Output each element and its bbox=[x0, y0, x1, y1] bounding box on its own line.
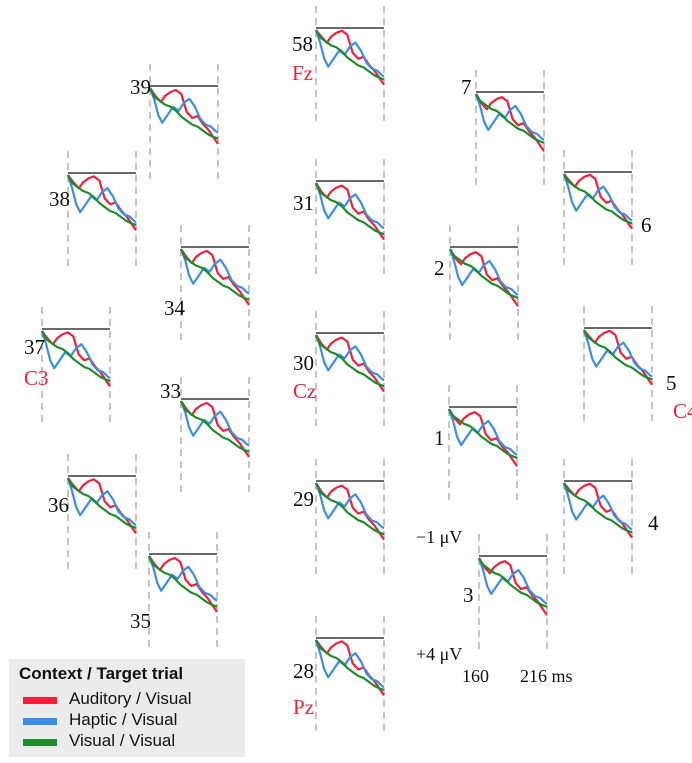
waveform-haptic-e30 bbox=[314, 334, 385, 382]
waveform-auditory-e37 bbox=[41, 330, 111, 388]
electrode-number-e30: 30 bbox=[293, 351, 314, 375]
waveform-visual-e36 bbox=[67, 477, 137, 530]
electrode-number-e3: 3 bbox=[463, 583, 474, 607]
waveform-visual-e39 bbox=[149, 87, 219, 140]
waveform-haptic-e6 bbox=[562, 173, 633, 222]
legend: Context / Target trial Auditory / Visual… bbox=[9, 659, 245, 757]
legend-label-haptic: Haptic / Visual bbox=[69, 710, 178, 729]
electrode-name-e58: Fz bbox=[292, 61, 313, 85]
electrode-number-e34: 34 bbox=[164, 296, 186, 320]
electrode-number-e37: 37 bbox=[24, 335, 45, 359]
waveform-auditory-e36 bbox=[67, 477, 137, 535]
legend-label-auditory: Auditory / Visual bbox=[69, 689, 192, 708]
waveform-visual-e1 bbox=[448, 408, 518, 459]
electrode-number-e2: 2 bbox=[434, 256, 445, 280]
waveform-visual-e58 bbox=[315, 29, 385, 81]
waveform-visual-e37 bbox=[41, 330, 111, 383]
waveform-haptic-e3 bbox=[477, 557, 548, 605]
waveform-haptic-e28 bbox=[314, 639, 385, 689]
electrode-number-e29: 29 bbox=[293, 487, 314, 511]
waveform-haptic-e4 bbox=[562, 482, 633, 531]
waveform-auditory-e28 bbox=[315, 639, 385, 697]
waveform-visual-e3 bbox=[478, 557, 548, 608]
waveform-haptic-e38 bbox=[66, 174, 137, 224]
waveform-visual-e30 bbox=[314, 334, 385, 388]
electrode-number-e35: 35 bbox=[130, 609, 151, 633]
electrode-number-e31: 31 bbox=[293, 191, 314, 215]
waveform-haptic-e2 bbox=[448, 248, 519, 296]
waveform-visual-e4 bbox=[563, 482, 633, 534]
waveform-auditory-e29 bbox=[315, 482, 385, 541]
electrode-name-e30: Cz bbox=[293, 379, 316, 403]
waveform-haptic-e39 bbox=[148, 87, 219, 134]
y-tick-top: −1 μV bbox=[416, 527, 462, 547]
waveform-haptic-e33 bbox=[179, 400, 250, 447]
waveform-visual-e2 bbox=[449, 248, 519, 299]
electrode-number-e6: 6 bbox=[641, 213, 652, 237]
electrode-name-e5: C4 bbox=[673, 399, 692, 423]
waveform-auditory-e58 bbox=[315, 29, 385, 86]
waveform-haptic-e37 bbox=[40, 330, 111, 380]
legend-title: Context / Target trial bbox=[19, 664, 184, 683]
waveform-haptic-e34 bbox=[179, 248, 250, 295]
waveform-auditory-e34 bbox=[180, 248, 250, 306]
electrode-number-e58: 58 bbox=[292, 32, 313, 56]
waveform-auditory-e6 bbox=[563, 173, 633, 230]
waveform-haptic-e58 bbox=[314, 29, 385, 78]
electrode-number-e4: 4 bbox=[648, 511, 659, 535]
electrode-number-e33: 33 bbox=[160, 379, 181, 403]
waveform-auditory-e4 bbox=[563, 482, 633, 539]
electrode-name-e28: Pz bbox=[293, 695, 314, 719]
legend-swatch-haptic bbox=[23, 718, 57, 725]
waveform-haptic-e29 bbox=[314, 482, 385, 530]
electrode-number-e38: 38 bbox=[49, 187, 70, 211]
waveform-auditory-e30 bbox=[315, 334, 385, 393]
waveform-haptic-e1 bbox=[447, 408, 518, 456]
x-tick-start: 160 bbox=[462, 666, 489, 686]
waveform-visual-e34 bbox=[180, 248, 250, 301]
electrode-number-e7: 7 bbox=[461, 75, 472, 99]
electrode-number-e28: 28 bbox=[293, 659, 314, 683]
waveform-visual-e28 bbox=[315, 639, 385, 692]
legend-swatch-auditory bbox=[23, 697, 57, 704]
waveform-haptic-e7 bbox=[474, 93, 545, 141]
waveform-visual-e6 bbox=[563, 173, 633, 225]
waveform-visual-e29 bbox=[314, 482, 385, 536]
waveform-auditory-e39 bbox=[149, 87, 219, 145]
waveform-visual-e5 bbox=[583, 329, 653, 381]
waveform-visual-e38 bbox=[67, 174, 137, 227]
waveform-visual-e31 bbox=[314, 182, 385, 236]
electrode-number-e5: 5 bbox=[666, 371, 677, 395]
waveform-auditory-e33 bbox=[180, 400, 250, 458]
waveform-haptic-e31 bbox=[314, 182, 385, 230]
electrode-number-e39: 39 bbox=[130, 75, 151, 99]
waveform-haptic-e35 bbox=[147, 555, 218, 602]
waveform-auditory-e35 bbox=[148, 555, 218, 613]
legend-swatch-visual bbox=[23, 739, 57, 746]
waveform-auditory-e31 bbox=[315, 182, 385, 241]
waveform-visual-e33 bbox=[180, 400, 250, 453]
waveform-auditory-e5 bbox=[583, 329, 653, 386]
electrode-name-e37: C3 bbox=[24, 366, 49, 390]
waveform-haptic-e5 bbox=[582, 329, 653, 378]
y-tick-bottom: +4 μV bbox=[416, 644, 462, 664]
waveform-visual-e7 bbox=[475, 93, 545, 144]
electrode-number-e1: 1 bbox=[434, 426, 445, 450]
waveform-haptic-e36 bbox=[66, 477, 137, 527]
waveform-auditory-e38 bbox=[67, 174, 137, 232]
legend-label-visual: Visual / Visual bbox=[69, 731, 176, 750]
x-tick-end: 216 ms bbox=[520, 666, 573, 686]
waveform-visual-e35 bbox=[148, 555, 218, 608]
electrode-number-e36: 36 bbox=[48, 493, 69, 517]
